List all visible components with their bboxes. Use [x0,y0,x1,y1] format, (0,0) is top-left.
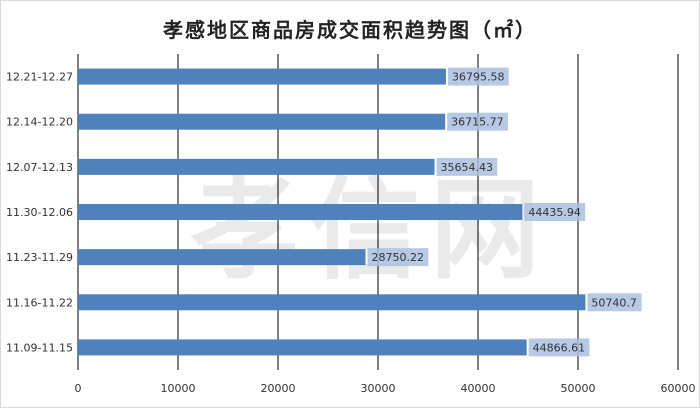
data-label: 28750.22 [372,251,425,264]
bar [78,204,523,220]
data-label-background [436,157,498,176]
bar [78,68,446,85]
y-tick-label: 11.09-11.15 [6,341,73,354]
data-label-background [528,338,590,357]
x-tick-label: 0 [75,382,82,395]
bar [78,339,527,356]
x-tick-label: 40000 [461,382,496,395]
data-label-background [524,203,586,221]
data-label-background [587,293,642,312]
bar [78,294,586,311]
data-label-background [447,112,508,131]
bar [78,113,446,130]
x-tick-label: 10000 [161,382,196,395]
data-label: 44435.94 [528,206,581,219]
x-tick-label: 60000 [661,382,696,395]
watermark: 孝信网 [190,166,550,294]
x-tick-label: 30000 [361,382,396,395]
data-label-background [367,248,429,267]
data-label: 36795.58 [452,71,505,84]
bar [78,249,366,266]
data-label-background [447,67,509,86]
data-label: 44866.61 [533,341,586,354]
bar [78,158,435,175]
x-tick-label: 50000 [561,382,596,395]
data-label: 35654.43 [441,161,494,174]
data-label: 50740.7 [591,296,637,309]
y-tick-label: 11.16-11.22 [6,296,73,309]
x-tick-label: 20000 [261,382,296,395]
y-tick-label: 12.21-12.27 [6,71,73,84]
chart-title: 孝感地区商品房成交面积趋势图（㎡） [163,18,537,42]
data-label: 36715.77 [451,116,504,129]
y-tick-label: 11.23-11.29 [6,251,73,264]
y-tick-label: 12.07-12.13 [6,161,73,174]
y-tick-label: 12.14-12.20 [6,116,73,129]
y-tick-label: 11.30-12.06 [6,206,73,219]
